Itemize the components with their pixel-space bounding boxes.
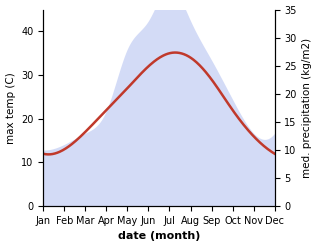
Y-axis label: max temp (C): max temp (C) <box>5 72 16 144</box>
X-axis label: date (month): date (month) <box>118 231 200 242</box>
Y-axis label: med. precipitation (kg/m2): med. precipitation (kg/m2) <box>302 38 313 178</box>
